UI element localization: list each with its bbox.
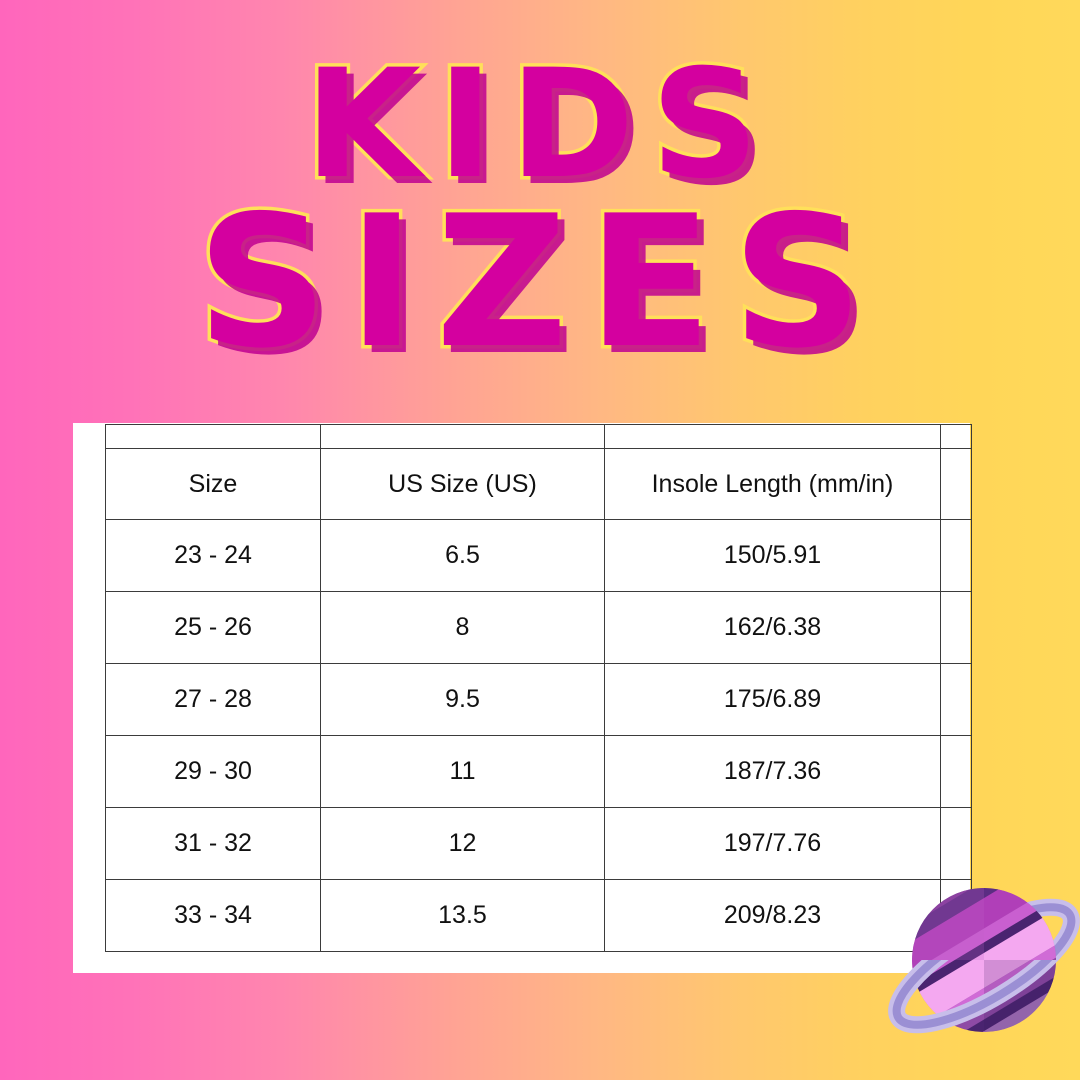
cell-insole: 209/8.23 <box>604 879 941 952</box>
cell-size: 33 - 34 <box>105 879 321 952</box>
table-row: 29 - 30 11 187/7.36 <box>105 735 972 808</box>
cell-size: 23 - 24 <box>105 519 321 592</box>
cell-us: 9.5 <box>320 663 605 736</box>
cell-extra <box>940 735 972 808</box>
cell-insole: 197/7.76 <box>604 807 941 880</box>
cell-us: 11 <box>320 735 605 808</box>
cell-insole: 187/7.36 <box>604 735 941 808</box>
table-header-row: Size US Size (US) Insole Length (mm/in) <box>105 448 972 520</box>
table-row: 33 - 34 13.5 209/8.23 <box>105 879 972 952</box>
cell-size: 31 - 32 <box>105 807 321 880</box>
cell-us: 8 <box>320 591 605 664</box>
cell-size: 29 - 30 <box>105 735 321 808</box>
table-row: 25 - 26 8 162/6.38 <box>105 591 972 664</box>
title-line-kids: KIDS <box>301 38 776 212</box>
cell-extra <box>940 519 972 592</box>
table-row: 23 - 24 6.5 150/5.91 <box>105 519 972 592</box>
cell-extra <box>940 879 972 952</box>
table-spacer-cell <box>105 424 321 449</box>
table-spacer-cell <box>320 424 605 449</box>
cell-size: 27 - 28 <box>105 663 321 736</box>
cell-insole: 150/5.91 <box>604 519 941 592</box>
table-top-spacer-row <box>105 424 972 449</box>
cell-insole: 175/6.89 <box>604 663 941 736</box>
cell-us: 13.5 <box>320 879 605 952</box>
cell-extra <box>940 663 972 736</box>
table-spacer-cell <box>940 424 972 449</box>
kids-size-table: Size US Size (US) Insole Length (mm/in) … <box>105 424 972 952</box>
cell-insole: 162/6.38 <box>604 591 941 664</box>
column-header-size: Size <box>105 448 321 520</box>
cell-extra <box>940 807 972 880</box>
table-spacer-cell <box>604 424 941 449</box>
column-header-us: US Size (US) <box>320 448 605 520</box>
table-row: 31 - 32 12 197/7.76 <box>105 807 972 880</box>
cell-size: 25 - 26 <box>105 591 321 664</box>
column-header-extra <box>940 448 972 520</box>
table-row: 27 - 28 9.5 175/6.89 <box>105 663 972 736</box>
title-line-sizes: SIZES <box>193 176 884 388</box>
cell-extra <box>940 591 972 664</box>
cell-us: 6.5 <box>320 519 605 592</box>
column-header-insole: Insole Length (mm/in) <box>604 448 941 520</box>
page-title: KIDS SIZES <box>0 38 1080 388</box>
cell-us: 12 <box>320 807 605 880</box>
